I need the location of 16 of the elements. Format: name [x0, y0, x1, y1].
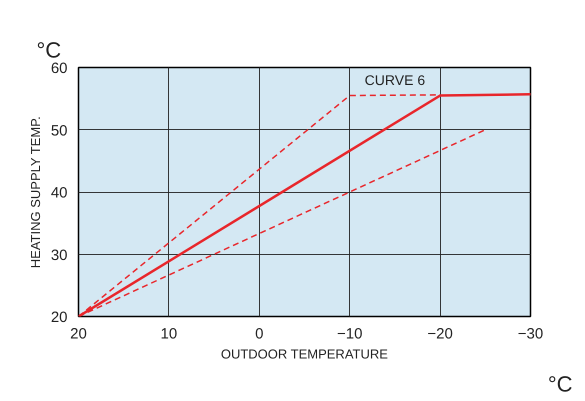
y-tick-label: 50 [50, 122, 68, 140]
x-tick-label: −30 [518, 326, 544, 342]
x-tick-label: −20 [427, 326, 453, 342]
y-tick-label: 30 [50, 246, 68, 264]
x-tick-label: 10 [160, 326, 178, 342]
x-tick-label: −10 [336, 326, 362, 342]
x-tick-label: 20 [70, 326, 87, 342]
y-tick-label: 60 [50, 60, 68, 77]
text: °C [548, 372, 573, 396]
y-axis-title: HEATING SUPPLY TEMP. [28, 116, 43, 268]
x-tick-label: 0 [255, 326, 264, 342]
annotation: CURVE 6 [364, 72, 426, 88]
x-axis-title: OUTDOOR TEMPERATURE [220, 346, 388, 362]
y-tick-label: 40 [50, 184, 68, 202]
text: °C [36, 38, 62, 62]
y-tick-label: 20 [50, 309, 68, 326]
